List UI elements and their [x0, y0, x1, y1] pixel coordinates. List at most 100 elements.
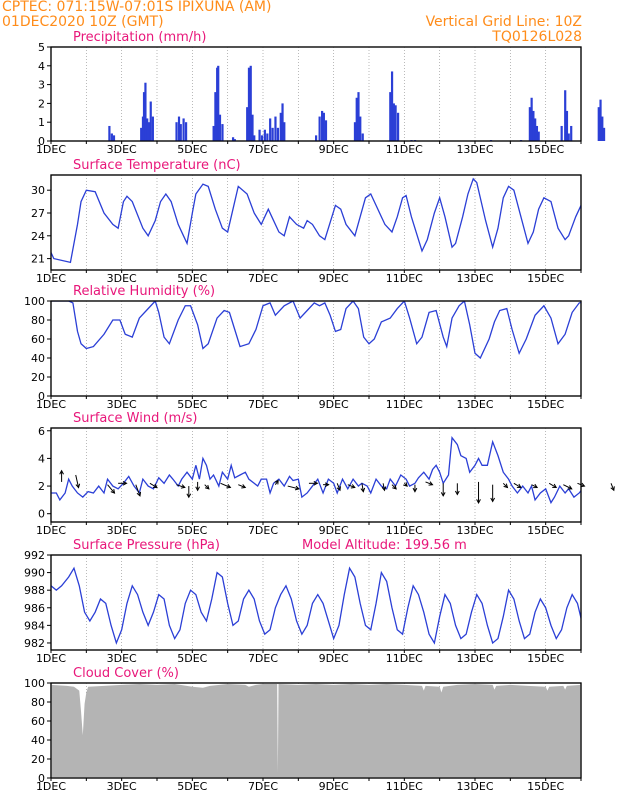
wind-arrow-head — [294, 485, 300, 491]
pres-xtick-label: 3DEC — [107, 652, 137, 665]
precip-bar — [271, 127, 274, 141]
wind-arrow-head — [350, 484, 356, 489]
wind-arrow-head — [136, 491, 142, 497]
wind-xtick-label: 3DEC — [107, 524, 137, 537]
wind-xtick-label: 5DEC — [177, 524, 207, 537]
precip-bar — [260, 135, 264, 141]
precip-bar — [318, 116, 321, 141]
wind-arrow — [135, 484, 141, 497]
wind-arrow — [610, 483, 615, 491]
precip-bar — [357, 92, 360, 141]
pres-xtick-label: 5DEC — [177, 652, 207, 665]
precip-bar — [182, 118, 185, 141]
precip-bar — [221, 124, 224, 141]
precip-bar — [394, 105, 397, 141]
precip-ytick-label: 5 — [38, 41, 45, 54]
precip-bar — [534, 118, 537, 141]
rh-xtick-label: 7DEC — [248, 398, 278, 411]
temp-xtick-label: 13DEC — [456, 272, 493, 285]
precip-bar — [218, 114, 222, 141]
precip-xtick-label: 11DEC — [386, 143, 423, 156]
wind-arrow-head — [403, 482, 408, 487]
temp-xtick-label: 11DEC — [386, 272, 423, 285]
wind-arrow-head — [59, 469, 64, 475]
precip-bar — [269, 118, 272, 141]
header-grid-note: Vertical Grid Line: 10Z — [425, 14, 582, 30]
precip-bar — [147, 122, 151, 141]
pres-ytick-label: 988 — [24, 584, 45, 597]
wind-line — [51, 435, 581, 505]
pres-xtick-label: 11DEC — [386, 652, 423, 665]
pres-ytick-label: 986 — [24, 602, 45, 615]
rh-ytick-label: 40 — [31, 352, 45, 365]
wind-xtick-label: 15DEC — [527, 524, 564, 537]
temp-xtick-label: 7DEC — [248, 272, 278, 285]
wind-arrow-head — [381, 486, 387, 492]
wind-arrow — [220, 482, 231, 488]
temp-xtick-label: 15DEC — [527, 272, 564, 285]
temp-ytick-label: 30 — [31, 184, 45, 197]
temp-frame — [50, 174, 582, 271]
precip-bar — [274, 116, 277, 141]
precip-bar — [253, 135, 256, 141]
precip-bar — [601, 116, 604, 141]
model-altitude-label: Model Altitude: 199.56 m — [302, 538, 467, 553]
wind-xtick-label: 9DEC — [319, 524, 349, 537]
wind-arrow-head — [580, 482, 586, 488]
temp-ytick-label: 27 — [31, 207, 45, 220]
temp-xtick-label: 9DEC — [319, 272, 349, 285]
precip-bar — [112, 135, 116, 141]
precip-bar — [177, 116, 181, 141]
wind-title: Surface Wind (m/s) — [73, 411, 197, 426]
wind-arrow-head — [180, 484, 186, 489]
precip-bar — [535, 125, 539, 141]
wind-ytick-label: 0 — [38, 508, 45, 521]
wind-arrow — [361, 483, 364, 492]
wind-xtick-label: 7DEC — [248, 524, 278, 537]
precip-bar — [266, 133, 269, 141]
wind-arrow-head — [516, 483, 522, 489]
rh-xtick-label: 15DEC — [527, 398, 564, 411]
precip-bar — [567, 133, 570, 141]
precip-bar — [560, 125, 563, 141]
pres-frame — [50, 554, 582, 651]
precip-bar — [359, 116, 362, 141]
pres-ytick-label: 984 — [24, 619, 45, 632]
wind-arrow-head — [567, 485, 573, 490]
wind-arrow-head — [195, 486, 200, 492]
rh-xtick-label: 13DEC — [456, 398, 493, 411]
rh-frame-top — [50, 300, 582, 397]
precip-bar — [392, 103, 395, 141]
wind-line-group — [51, 435, 581, 505]
wind-arrow-head — [324, 482, 330, 488]
header-code: TQ0126L028 — [492, 29, 582, 45]
precip-bar — [570, 125, 573, 141]
wind-arrow-head — [313, 480, 319, 486]
pres-title: Surface Pressure (hPa) — [73, 538, 220, 553]
precip-bar — [532, 110, 535, 141]
wind-frame-top — [50, 427, 582, 523]
precip-title: Precipitation (mm/h) — [73, 30, 206, 45]
precip-bar — [179, 124, 182, 141]
temp-xtick-label: 1DEC — [36, 272, 66, 285]
wind-arrow-head — [440, 492, 446, 497]
wind-arrow — [531, 484, 538, 488]
cloud-frame-top — [50, 682, 582, 779]
wind-arrow — [149, 482, 158, 488]
pres-ytick-label: 982 — [24, 637, 45, 650]
wind-arrow-head — [503, 483, 509, 489]
precip-xtick-label: 15DEC — [527, 143, 564, 156]
wind-arrow — [382, 483, 386, 491]
precip-xtick-label: 3DEC — [107, 143, 137, 156]
wind-arrow — [347, 484, 355, 488]
wind-arrow-head — [476, 499, 481, 504]
wind-ytick-label: 6 — [38, 425, 45, 438]
header-datetime: 01DEC2020 10Z (GMT) — [2, 14, 164, 30]
wind-arrow-head — [336, 486, 341, 492]
precip-bar — [361, 133, 364, 141]
wind-arrow — [563, 484, 572, 490]
cloud-area — [51, 683, 581, 778]
temp-ytick-label: 21 — [31, 253, 45, 266]
precip-bar — [324, 120, 328, 141]
wind-arrow-head — [204, 484, 210, 490]
